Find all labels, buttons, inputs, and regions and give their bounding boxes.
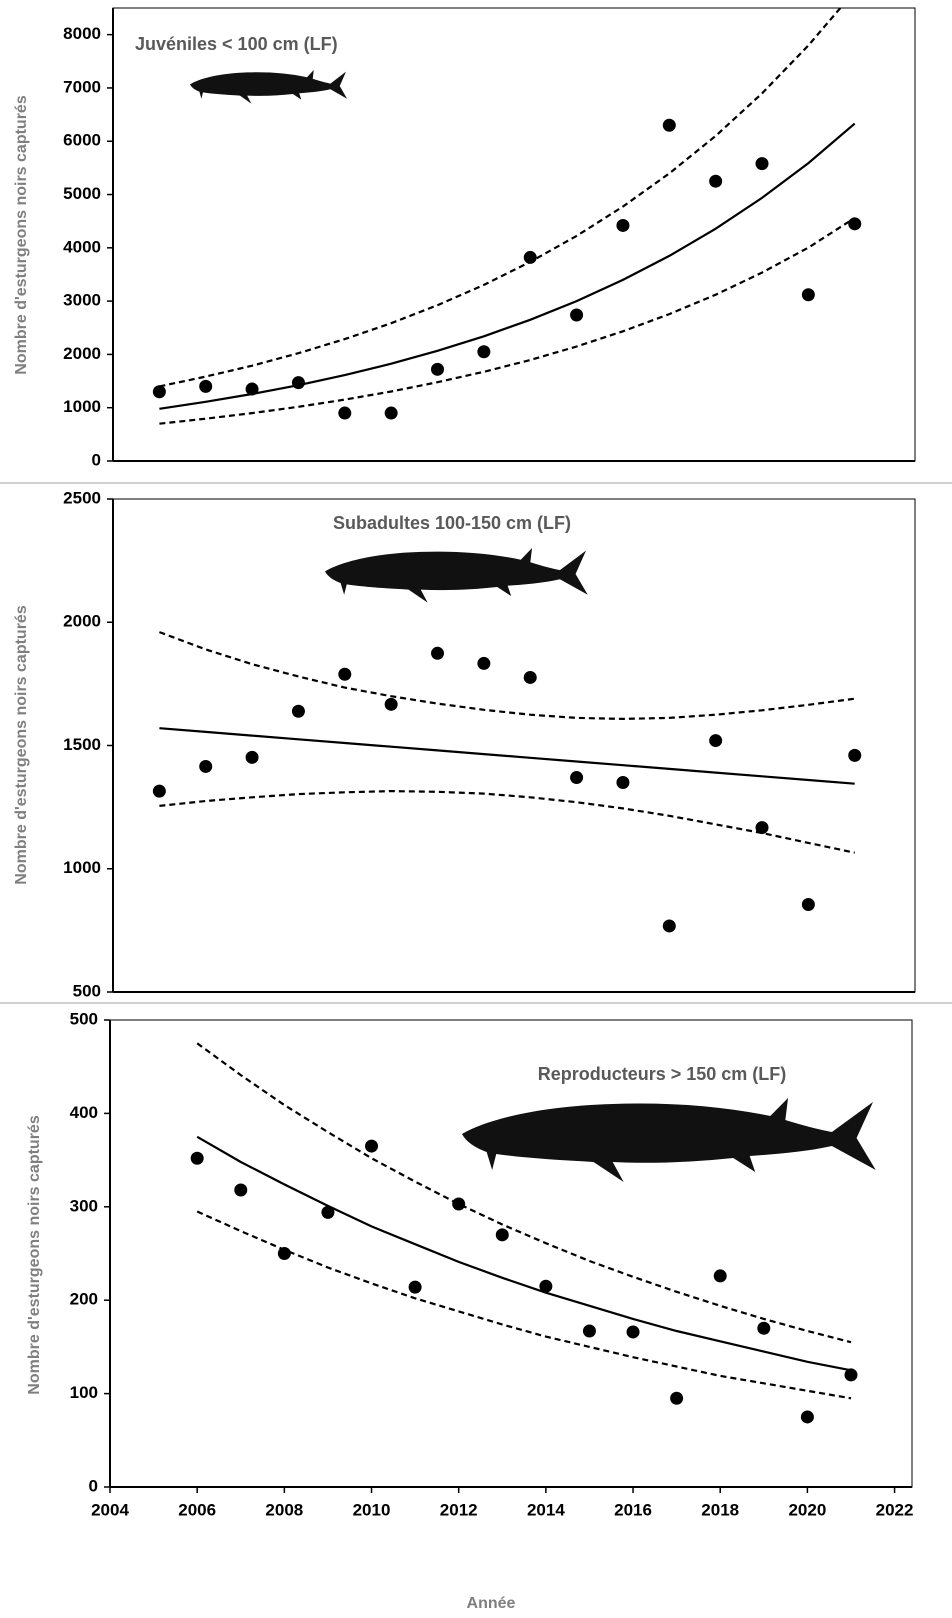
x-tick-label: 2018: [701, 1500, 739, 1519]
data-point: [801, 897, 815, 911]
data-point: [801, 288, 815, 302]
data-point: [338, 667, 352, 681]
chart-title: Reproducteurs > 150 cm (LF): [538, 1064, 787, 1084]
fit-line: [159, 122, 856, 410]
chart-title: Juvéniles < 100 cm (LF): [135, 34, 338, 54]
data-point: [277, 1247, 291, 1260]
x-tick-label: 2008: [265, 1500, 303, 1519]
data-point: [338, 406, 352, 420]
data-point: [199, 379, 213, 393]
data-point: [626, 1325, 640, 1339]
x-tick-label: 2004: [91, 1500, 129, 1519]
data-point: [570, 771, 584, 785]
confidence-line: [196, 1042, 852, 1344]
data-point: [365, 1139, 379, 1153]
y-tick-label: 500: [70, 1009, 98, 1028]
data-point: [495, 1228, 509, 1242]
fish-silhouette: [462, 1098, 876, 1182]
data-point: [321, 1205, 335, 1219]
data-point: [713, 1269, 727, 1283]
data-point: [662, 118, 676, 132]
data-point: [477, 345, 491, 359]
data-point: [452, 1197, 466, 1211]
data-point: [800, 1410, 814, 1424]
data-point: [234, 1183, 248, 1197]
confidence-line: [159, 789, 855, 854]
x-tick-label: 2006: [178, 1500, 216, 1519]
data-point: [848, 217, 862, 231]
confidence-line: [159, 631, 855, 721]
x-tick-label: 2014: [527, 1500, 565, 1519]
y-tick-label: 3000: [63, 291, 101, 310]
fish-silhouette: [325, 548, 588, 603]
y-tick-label: 6000: [63, 131, 101, 150]
data-point: [199, 759, 213, 773]
fit-line: [159, 727, 855, 785]
data-point: [291, 704, 305, 718]
y-tick-label: 5000: [63, 184, 101, 203]
y-tick-label: 400: [70, 1103, 98, 1122]
x-tick-label: 2020: [788, 1500, 826, 1519]
data-point: [477, 656, 491, 670]
y-tick-label: 0: [92, 450, 101, 469]
data-point: [757, 1321, 771, 1335]
y-tick-label: 1000: [63, 397, 101, 416]
y-tick-label: 2000: [63, 612, 101, 631]
data-point: [570, 308, 584, 322]
x-tick-label: 2016: [614, 1500, 652, 1519]
data-point: [709, 174, 723, 188]
data-point: [384, 406, 398, 420]
y-tick-label: 1500: [63, 735, 101, 754]
data-point: [662, 919, 676, 933]
x-axis-label: Année: [467, 1595, 516, 1612]
data-point: [384, 697, 398, 711]
y-tick-label: 1000: [63, 858, 101, 877]
chart-title: Subadultes 100-150 cm (LF): [333, 513, 571, 533]
fish-silhouette: [190, 70, 348, 104]
data-point: [670, 1391, 684, 1405]
y-tick-label: 4000: [63, 237, 101, 256]
y-tick-label: 300: [70, 1196, 98, 1215]
data-point: [616, 775, 630, 789]
x-tick-label: 2022: [876, 1500, 914, 1519]
y-tick-label: 0: [89, 1476, 98, 1495]
y-tick-label: 200: [70, 1290, 98, 1309]
confidence-line: [159, 217, 856, 425]
data-point: [755, 157, 769, 171]
x-tick-label: 2010: [353, 1500, 391, 1519]
y-tick-label: 100: [70, 1383, 98, 1402]
data-point: [431, 362, 445, 376]
confidence-line: [196, 1210, 852, 1400]
y-tick-label: 2500: [63, 488, 101, 507]
y-tick-label: 7000: [63, 77, 101, 96]
y-tick-label: 2000: [63, 344, 101, 363]
data-point: [755, 821, 769, 835]
y-tick-label: 8000: [63, 24, 101, 43]
data-point: [190, 1151, 204, 1165]
data-point: [245, 750, 259, 764]
plot-frame: [109, 1019, 913, 1488]
data-point: [709, 734, 723, 748]
data-point: [152, 784, 166, 798]
data-point: [291, 376, 305, 390]
y-tick-label: 500: [73, 981, 101, 1000]
data-point: [616, 218, 630, 232]
data-point: [523, 670, 537, 684]
data-point: [844, 1368, 858, 1382]
data-point: [848, 748, 862, 762]
data-point: [408, 1280, 422, 1294]
data-point: [539, 1279, 553, 1293]
data-point: [431, 646, 445, 660]
x-tick-label: 2012: [440, 1500, 478, 1519]
y-axis-label: Nombre d'esturgeons noirs capturés: [26, 1115, 43, 1395]
data-point: [152, 385, 166, 399]
y-axis-label: Nombre d'esturgeons noirs capturés: [13, 95, 30, 375]
data-point: [582, 1324, 596, 1338]
y-axis-label: Nombre d'esturgeons noirs capturés: [13, 605, 30, 885]
fit-line: [196, 1135, 852, 1372]
